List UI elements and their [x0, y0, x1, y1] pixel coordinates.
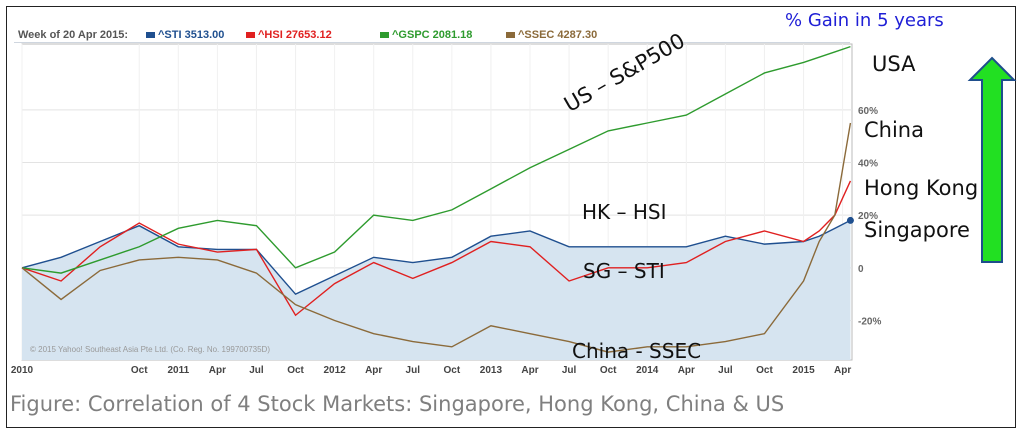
- x-tick-label: Apr: [521, 365, 538, 376]
- gain-title: % Gain in 5 years: [785, 10, 944, 31]
- y-tick-label: 60%: [858, 106, 878, 117]
- series-line-4: [21, 122, 852, 353]
- x-tick-label: 2012: [323, 365, 346, 376]
- x-tick-label: 2014: [636, 365, 659, 376]
- x-tick-label: Apr: [209, 365, 226, 376]
- legend-item-hsi: ^HSI 27653.12: [246, 29, 332, 41]
- week-label: Week of 20 Apr 2015:: [18, 29, 129, 41]
- x-tick-label: Oct: [131, 365, 148, 376]
- series-area-sti: [22, 220, 851, 360]
- figure-caption: Figure: Correlation of 4 Stock Markets: …: [10, 392, 785, 416]
- label-usa: USA: [872, 52, 916, 76]
- label-china-ssec: China - SSEC: [572, 339, 702, 363]
- y-tick-label: 40%: [858, 159, 878, 170]
- x-tick-label: Jul: [249, 365, 264, 376]
- x-tick-label: 2015: [792, 365, 815, 376]
- chart-legend: Week of 20 Apr 2015: ^STI 3513.00 ^HSI 2…: [14, 27, 850, 43]
- copyright-text: © 2015 Yahoo! Southeast Asia Pte Ltd. (C…: [30, 345, 270, 354]
- x-tick-label: Apr: [834, 365, 851, 376]
- series-line-3: [21, 45, 851, 274]
- legend-item-sti: ^STI 3513.00: [146, 29, 224, 41]
- x-tick-label: Jul: [406, 365, 421, 376]
- label-china: China: [864, 118, 924, 142]
- x-tick-label: 2011: [167, 365, 189, 376]
- label-sg-sti: SG – STI: [583, 259, 665, 283]
- sti-end-marker: [846, 216, 854, 224]
- x-tick-label: Jul: [562, 365, 577, 376]
- legend-item-ssec: ^SSEC 4287.30: [506, 29, 597, 41]
- x-tick-label: Oct: [444, 365, 461, 376]
- label-hong-kong: Hong Kong: [864, 176, 979, 200]
- x-tick-label: Oct: [600, 365, 617, 376]
- x-tick-label: Oct: [756, 365, 773, 376]
- up-arrow-icon: [967, 56, 1017, 263]
- y-tick-label: 20%: [858, 211, 878, 222]
- series-line-1: [21, 219, 851, 296]
- series-line-2: [21, 180, 852, 317]
- x-tick-label: 2013: [480, 365, 503, 376]
- y-tick-label: -20%: [858, 317, 881, 328]
- y-tick-label: 0: [858, 264, 864, 275]
- x-tick-label: 2010: [11, 365, 34, 376]
- x-tick-label: Jul: [718, 365, 733, 376]
- label-hk-hsi: HK – HSI: [582, 200, 667, 224]
- x-tick-label: Apr: [678, 365, 695, 376]
- x-tick-label: Apr: [365, 365, 382, 376]
- legend-item-gspc: ^GSPC 2081.18: [380, 29, 472, 41]
- label-singapore: Singapore: [864, 218, 970, 242]
- x-tick-label: Oct: [287, 365, 304, 376]
